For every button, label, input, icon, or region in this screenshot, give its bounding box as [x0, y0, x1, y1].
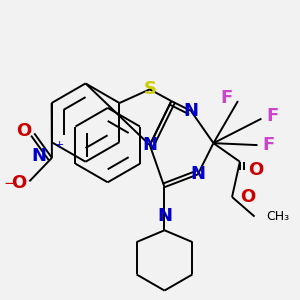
Text: −: − [3, 176, 16, 191]
Text: N: N [183, 102, 198, 120]
Text: F: F [262, 136, 274, 154]
Text: S: S [143, 80, 156, 98]
Text: CH₃: CH₃ [266, 210, 289, 223]
Text: +: + [55, 140, 64, 150]
Text: O: O [248, 160, 263, 178]
Text: O: O [240, 188, 255, 206]
Text: N: N [190, 166, 205, 184]
Text: F: F [221, 89, 233, 107]
Text: F: F [266, 107, 279, 125]
Text: O: O [16, 122, 32, 140]
Text: N: N [157, 207, 172, 225]
Text: N: N [142, 136, 157, 154]
Text: O: O [11, 174, 26, 192]
Text: N: N [31, 147, 46, 165]
